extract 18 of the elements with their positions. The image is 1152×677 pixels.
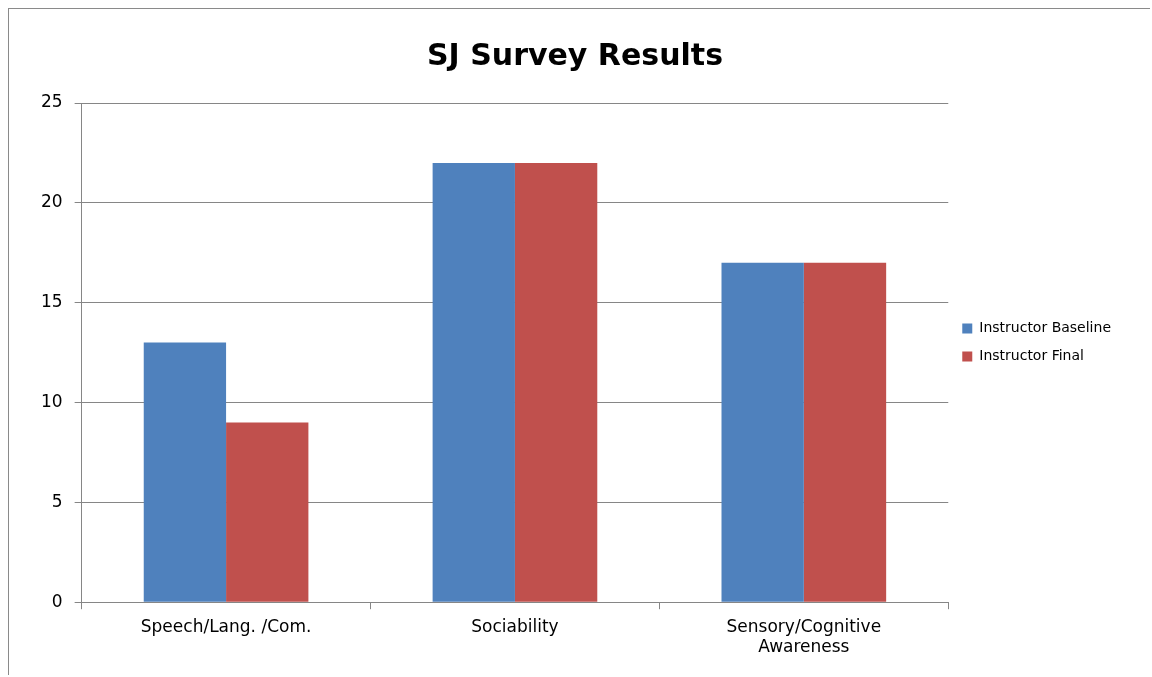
chart-title: SJ Survey Results (426, 36, 724, 72)
y-tick-label: 25 (40, 91, 63, 112)
bar (226, 422, 309, 602)
x-tick-label: Sociability (471, 615, 559, 636)
x-tick-label: Speech/Lang. /Com. (140, 615, 312, 636)
bar (721, 262, 804, 602)
y-tick-label: 0 (51, 590, 63, 611)
bar (514, 162, 598, 602)
y-tick-label: 20 (40, 191, 63, 212)
y-tick-label: 10 (40, 390, 63, 411)
bar (432, 162, 515, 602)
y-tick-label: 5 (51, 490, 63, 511)
legend-label: Instructor Baseline (979, 319, 1112, 336)
y-tick-label: 15 (40, 291, 63, 312)
legend-label: Instructor Final (979, 347, 1084, 364)
x-tick-label: Sensory/Cognitive Awareness (726, 615, 882, 657)
bar (143, 342, 227, 602)
bar (803, 262, 887, 602)
